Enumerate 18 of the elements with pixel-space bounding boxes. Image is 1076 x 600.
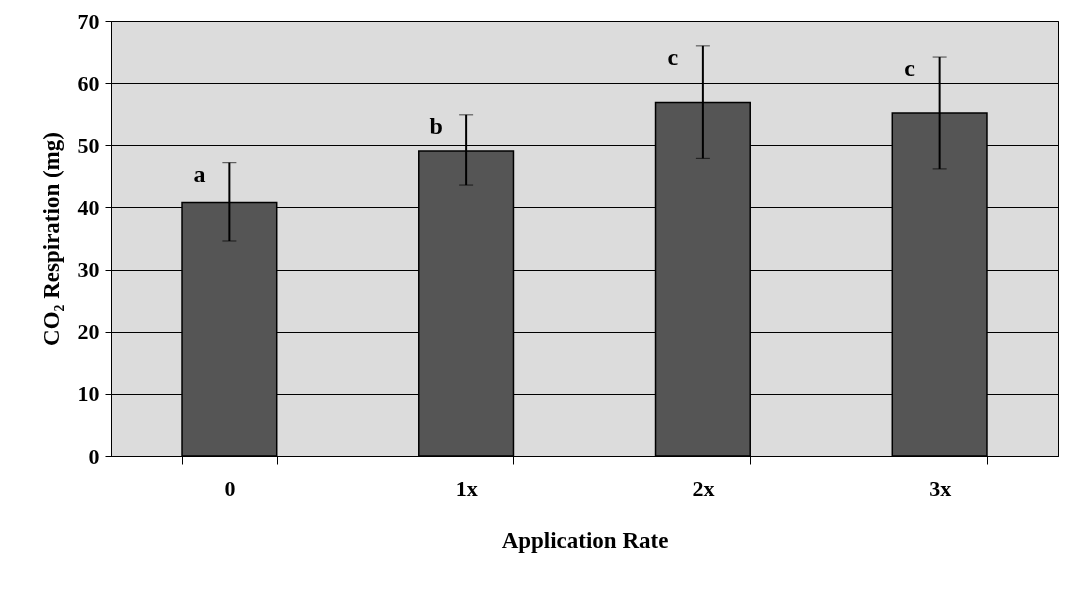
x-tick-label: 1x [455,475,478,501]
x-axis-title: Application Rate [501,527,669,553]
x-tick-label: 3x [929,475,952,501]
y-axis-title: CO₂ Respiration (mg) [38,132,64,346]
y-tick-label: 50 [77,132,100,158]
y-tick-label: 0 [88,443,100,469]
y-tick-label: 60 [77,70,100,96]
y-tick-label: 10 [77,381,100,407]
annotation: b [429,112,443,139]
annotation: c [904,55,916,82]
x-tick-label: 2x [692,475,715,501]
annotation: c [667,43,679,70]
y-tick-label: 40 [77,194,100,220]
x-tick-label: 0 [224,475,236,501]
y-tick-label: 20 [77,319,100,345]
annotation: a [193,160,206,187]
y-tick-label: 30 [77,257,100,283]
y-tick-label: 70 [77,8,100,34]
